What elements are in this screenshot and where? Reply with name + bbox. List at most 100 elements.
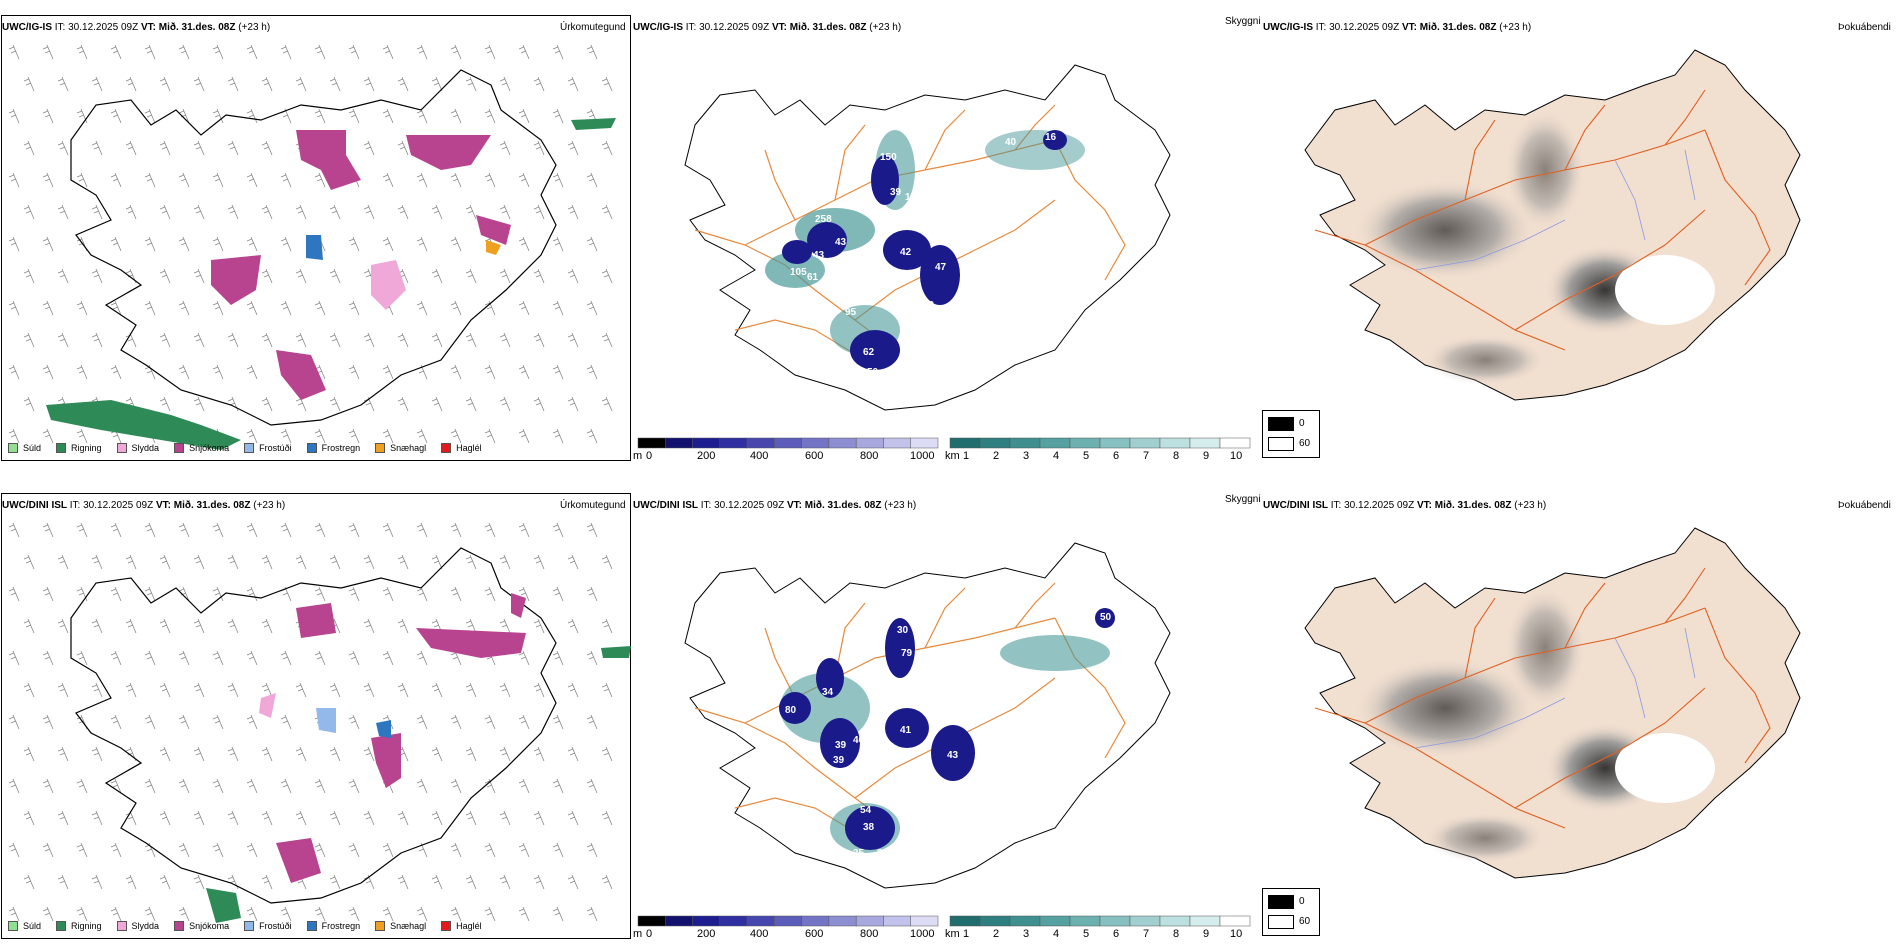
wind-barb <box>567 76 579 92</box>
wind-barb <box>465 746 477 762</box>
snow-area <box>476 215 511 245</box>
wind-barb <box>261 332 273 348</box>
wind-barb <box>518 172 530 188</box>
lead-time: (+23 h) <box>884 500 917 511</box>
wind-barb <box>382 44 394 60</box>
wind-barb <box>533 746 545 762</box>
wind-barb <box>91 204 103 220</box>
wind-barb <box>552 522 564 538</box>
wind-barb <box>280 906 292 922</box>
wind-barb <box>261 204 273 220</box>
wind-barb <box>8 428 20 444</box>
wind-barb <box>23 746 35 762</box>
iceland-coastline <box>70 69 557 426</box>
legend-item-freezing-drizzle: Frostúði <box>244 921 292 931</box>
precip-areas <box>46 118 616 450</box>
wind-barb <box>518 714 530 730</box>
visibility-tick: 8 <box>1173 450 1180 462</box>
wind-barb <box>23 396 35 412</box>
visibility-labels: 258 43 105 61 43 59 95 150 42 47 80 62 5… <box>790 132 1057 395</box>
wind-barb <box>431 396 443 412</box>
model-name: UWC/DINI ISL <box>633 500 698 511</box>
wind-barb <box>431 332 443 348</box>
vis-label: 56 <box>925 652 937 663</box>
legend-item-drizzle: Súld <box>8 921 41 931</box>
wind-barb <box>159 682 171 698</box>
wind-barb <box>533 76 545 92</box>
wind-barb <box>348 906 360 922</box>
wind-barb <box>518 586 530 602</box>
wind-barb <box>295 332 307 348</box>
wind-barb <box>280 300 292 316</box>
wind-barb <box>110 714 122 730</box>
wind-barb <box>76 108 88 124</box>
height-bar-unit-1: m <box>633 450 643 462</box>
legend-item-sleet: Slydda <box>116 443 159 453</box>
rain-area <box>601 646 631 658</box>
legend-item-sleet: Slydda <box>116 921 159 931</box>
wind-barb <box>159 874 171 890</box>
wind-barb <box>212 714 224 730</box>
wind-barb <box>499 204 511 220</box>
wind-barb <box>499 810 511 826</box>
wind-barb <box>280 778 292 794</box>
wind-barb <box>125 874 137 890</box>
panel-header-vis-1: UWC/IG-IS IT: 30.12.2025 09Z VT: Mið. 31… <box>633 22 901 34</box>
wind-barb <box>601 874 613 890</box>
wind-barb <box>42 236 54 252</box>
wind-barb <box>314 108 326 124</box>
visibility-bar-cell <box>1159 437 1191 449</box>
legend-item-freezing-rain: Frostregn <box>306 443 360 453</box>
legend-swatch <box>174 443 185 453</box>
vis-label: 80 <box>785 705 797 716</box>
wind-barb <box>42 586 54 602</box>
legend-label: Frostúði <box>259 921 292 931</box>
visibility-tick: 1 <box>963 928 970 940</box>
vis-label: 43 <box>813 250 825 261</box>
wind-barb <box>499 682 511 698</box>
wind-barb <box>397 140 409 156</box>
wind-barb <box>382 428 394 444</box>
visibility-tick: 6 <box>1113 928 1120 940</box>
wind-barb <box>416 44 428 60</box>
wind-barb <box>552 172 564 188</box>
wind-barb <box>8 906 20 922</box>
wind-barb <box>382 172 394 188</box>
low-visibility-area <box>885 618 915 678</box>
wind-barb <box>586 714 598 730</box>
wind-barb <box>23 204 35 220</box>
wind-barb <box>8 364 20 380</box>
wind-barb <box>212 364 224 380</box>
wind-barb <box>450 842 462 858</box>
wind-barb <box>42 650 54 666</box>
height-bar-cell <box>828 437 857 449</box>
height-bar-cell <box>637 437 666 449</box>
vt-label: VT: <box>786 500 802 511</box>
fog-legend-value: 60 <box>1299 916 1311 927</box>
wind-barb <box>91 332 103 348</box>
low-visibility-area <box>883 230 931 270</box>
visibility-tick: 10 <box>1230 450 1243 462</box>
wind-barb <box>363 140 375 156</box>
it-label: IT: <box>1315 22 1327 33</box>
wind-barb <box>144 236 156 252</box>
wind-barbs <box>8 522 613 922</box>
wind-barb <box>416 172 428 188</box>
legend-label: Snæhagl <box>390 921 427 931</box>
height-tick: 400 <box>750 928 769 940</box>
road-network <box>1314 89 1771 351</box>
wind-barb <box>397 554 409 570</box>
wind-barb <box>144 108 156 124</box>
wind-barb <box>110 586 122 602</box>
legend-label: Frostúði <box>259 443 292 453</box>
wind-barb <box>144 44 156 60</box>
wind-barb <box>314 842 326 858</box>
wind-barb <box>57 874 69 890</box>
visibility-bar-cell <box>949 915 981 927</box>
wind-barb <box>110 778 122 794</box>
wind-barb <box>8 300 20 316</box>
wind-barb <box>567 682 579 698</box>
wind-barb <box>8 778 20 794</box>
vis-label: 59 <box>795 292 807 303</box>
wind-barb <box>586 650 598 666</box>
